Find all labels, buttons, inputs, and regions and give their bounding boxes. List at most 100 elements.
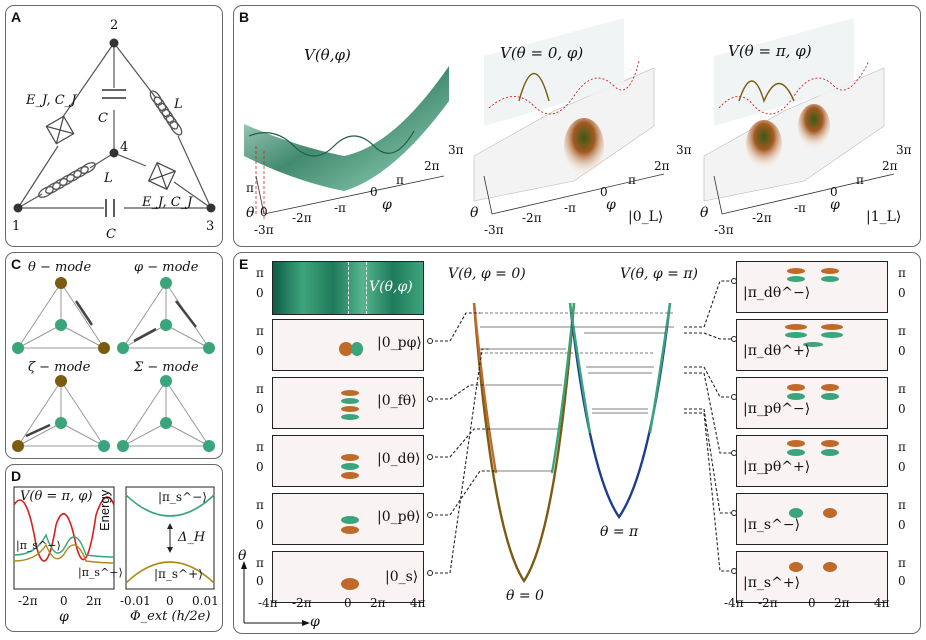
- density-0-ftheta: |0_fθ⟩: [272, 377, 424, 429]
- d-right-xlabel: Φ_ext (h/2e): [130, 609, 211, 624]
- b2-phi-tick: 0: [600, 185, 608, 199]
- d-right-state-plus: |π_s^+⟩: [154, 567, 203, 581]
- e-right-ytick: π: [898, 266, 906, 280]
- b3-phi-tick: -2π: [752, 211, 772, 225]
- density-pi-ptheta-minus: |π_pθ^−⟩: [736, 377, 888, 429]
- e-left-xtick: 0: [344, 596, 352, 610]
- b2-phi-tick: 3π: [676, 143, 692, 157]
- b3-phi-tick: 2π: [882, 159, 898, 173]
- label-pi-dtheta-minus: |π_dθ^−⟩: [743, 285, 811, 301]
- d-right-ylabel: Energy: [97, 489, 112, 531]
- capacitor-label-center: C: [98, 111, 108, 126]
- wavefunction-0L: [564, 118, 604, 174]
- d-left-xtick: 2π: [86, 594, 102, 608]
- e-left-ytick: π: [256, 382, 264, 396]
- ejcj-label-right: E_J, C_J: [142, 195, 193, 210]
- wavefunction-1L-b: [798, 104, 830, 148]
- b1-axis-phi: φ: [382, 197, 392, 213]
- capacitor-label-bottom: C: [106, 227, 116, 242]
- panel-d-label: D: [11, 468, 22, 484]
- e-left-ytick: 0: [256, 402, 264, 416]
- surface-title-1: V(θ,φ): [304, 46, 351, 64]
- d-left-state-minus: |π_s^−⟩: [16, 539, 61, 552]
- node-label-1: 1: [12, 219, 21, 234]
- density-pi-dtheta-plus: |π_dθ^+⟩: [736, 319, 888, 371]
- b1-phi-tick: π: [396, 173, 404, 187]
- e-right-xtick: 2π: [834, 596, 850, 610]
- e-left-xtick: -2π: [292, 596, 312, 610]
- panel-e: E V(θ,φ) |0_pφ⟩ |0_fθ⟩ |0_dθ⟩ |0_pθ⟩ |0_…: [233, 252, 921, 634]
- b1-axis-theta: θ: [246, 205, 255, 221]
- density-0-ptheta: |0_pθ⟩: [272, 493, 424, 545]
- label-pi-s-plus: |π_s^+⟩: [743, 575, 801, 591]
- b3-phi-tick: 0: [830, 185, 838, 199]
- density-pi-dtheta-minus: |π_dθ^−⟩: [736, 261, 888, 313]
- e-right-xtick: 4π: [874, 596, 890, 610]
- axis-phi-label: φ: [310, 614, 320, 630]
- panel-b-label: B: [239, 9, 250, 25]
- well-label-theta0: θ = 0: [506, 588, 544, 604]
- d-left-xtick: -2π: [18, 594, 38, 608]
- mode-diagrams: [12, 277, 215, 452]
- density-pi-s-minus: |π_s^−⟩: [736, 493, 888, 545]
- panel-e-label: E: [239, 256, 249, 272]
- b3-phi-tick: -3π: [714, 223, 734, 237]
- d-left-state-plus: |π_s^+⟩: [78, 566, 123, 579]
- b2-axis-phi: φ: [606, 197, 616, 213]
- e-left-ytick: 0: [256, 574, 264, 588]
- potential-label-phi0: V(θ, φ = 0): [448, 266, 526, 282]
- e-right-ytick: 0: [898, 574, 906, 588]
- label-0-s: |0_s⟩: [385, 569, 419, 585]
- mode-title-theta: θ − mode: [28, 260, 92, 275]
- e-left-ytick: 0: [256, 518, 264, 532]
- well-label-thetapi: θ = π: [600, 524, 639, 540]
- d-left-xlabel: φ: [59, 609, 69, 625]
- surface-title-3: V(θ = π, φ): [728, 42, 812, 60]
- label-0-ptheta: |0_pθ⟩: [377, 509, 421, 525]
- b1-theta-tick: π: [246, 181, 254, 195]
- mode-title-phi: φ − mode: [134, 260, 199, 275]
- density-pi-s-plus: |π_s^+⟩: [736, 551, 888, 603]
- inductor-left: [38, 162, 96, 198]
- panel-b: B: [233, 5, 921, 247]
- state-plus-curve: [13, 543, 115, 564]
- d-gap-label: Δ_H: [178, 530, 206, 545]
- e-right-ytick: 0: [898, 518, 906, 532]
- e-right-ytick: π: [898, 382, 906, 396]
- e-left-ytick: π: [256, 498, 264, 512]
- b3-axis-phi: φ: [830, 197, 840, 213]
- circuit-diagram: [13, 38, 216, 217]
- d-right-xtick: -0.01: [120, 594, 151, 608]
- density-0-dtheta: |0_dθ⟩: [272, 435, 424, 487]
- label-0-ftheta: |0_fθ⟩: [377, 393, 417, 409]
- b1-phi-tick: -2π: [292, 211, 312, 225]
- b2-phi-tick: -π: [564, 201, 576, 215]
- d-left-xtick: 0: [60, 594, 68, 608]
- mode-title-sigma: Σ − mode: [134, 360, 199, 375]
- label-pi-ptheta-plus: |π_pθ^+⟩: [743, 459, 811, 475]
- b1-phi-tick: 2π: [424, 159, 440, 173]
- b1-phi-tick: 0: [370, 185, 378, 199]
- b1-theta-tick: 0: [260, 205, 268, 219]
- e-left-ytick: π: [256, 324, 264, 338]
- energy-band-upper: [125, 494, 215, 517]
- state-minus-curve: [13, 533, 115, 558]
- well-theta0: [472, 302, 576, 584]
- e-right-xtick: 0: [808, 596, 816, 610]
- e-left-ytick: 0: [256, 460, 264, 474]
- inductor-label-left: L: [104, 171, 113, 186]
- label-pi-dtheta-plus: |π_dθ^+⟩: [743, 343, 811, 359]
- ket-0L: |0_L⟩: [628, 209, 664, 225]
- mode-title-zeta: ζ − mode: [28, 360, 91, 375]
- node-label-4: 4: [120, 140, 129, 155]
- e-right-ytick: 0: [898, 286, 906, 300]
- d-right-state-minus: |π_s^−⟩: [158, 490, 207, 504]
- b3-phi-tick: -π: [794, 201, 806, 215]
- density-0-s: |0_s⟩: [272, 551, 424, 603]
- label-pi-ptheta-minus: |π_pθ^−⟩: [743, 401, 811, 417]
- potential-map-label: V(θ,φ): [369, 279, 413, 295]
- d-left-title: V(θ = π, φ): [20, 489, 93, 504]
- panel-c: C θ − mode φ − mode ζ − mode Σ − mode: [5, 252, 223, 459]
- e-left-ytick: 0: [256, 286, 264, 300]
- panel-a: A: [5, 5, 223, 247]
